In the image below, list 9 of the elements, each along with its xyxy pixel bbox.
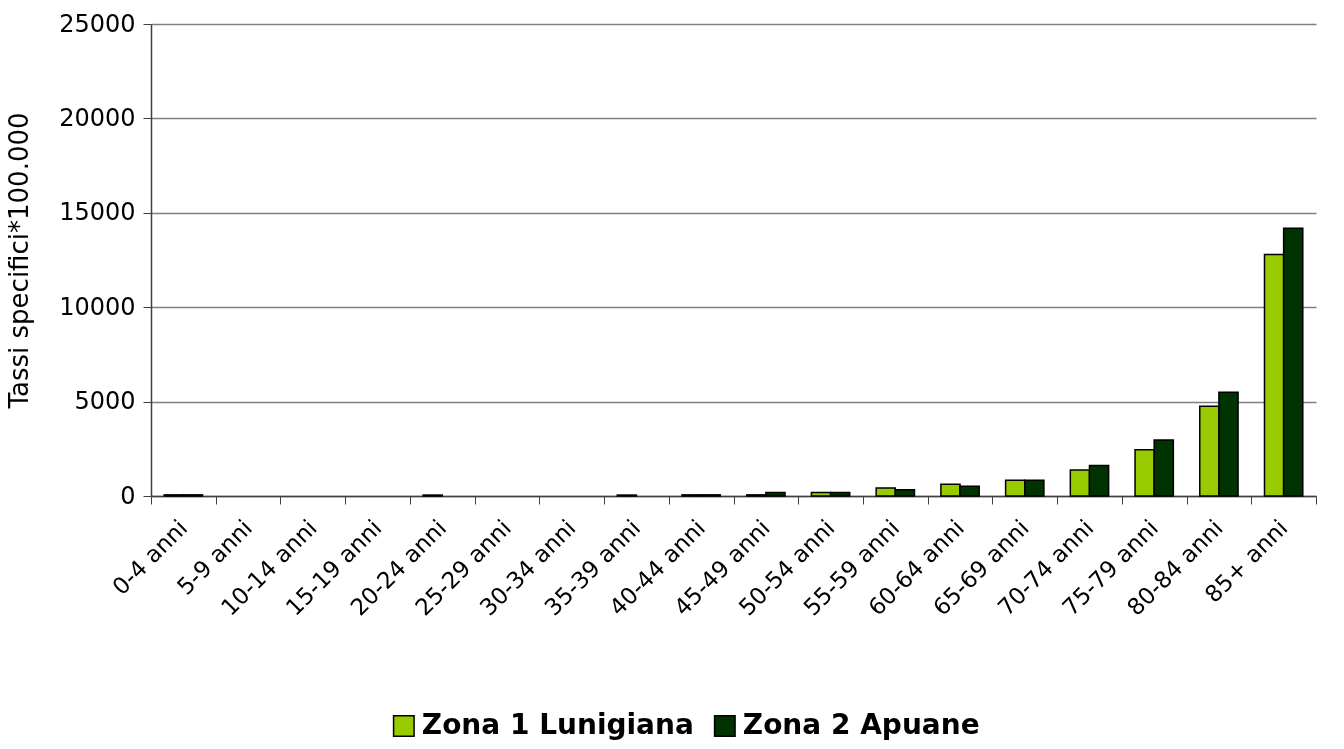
- legend-label: Zona 1 Lunigiana: [421, 708, 694, 741]
- y-tick-label: 20000: [59, 103, 136, 132]
- legend-label: Zona 2 Apuane: [742, 708, 980, 741]
- y-tick-label: 25000: [59, 9, 136, 38]
- y-tick-label: 15000: [59, 198, 136, 227]
- y-axis-title: Tassi specifici*100.000: [4, 112, 35, 410]
- y-tick-label: 0: [120, 481, 136, 510]
- y-tick-label: 5000: [74, 387, 136, 416]
- y-tick-label: 10000: [59, 292, 136, 321]
